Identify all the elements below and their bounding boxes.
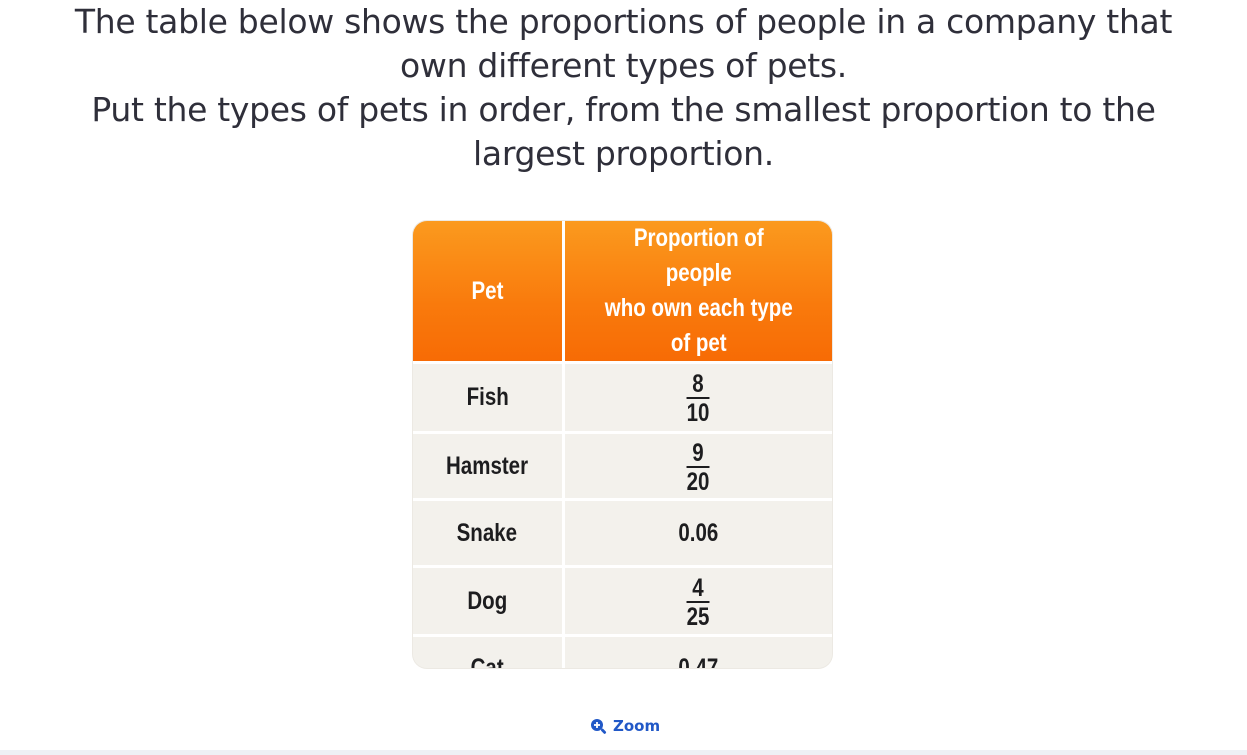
- question-text: The table below shows the proportions of…: [0, 0, 1247, 176]
- table-row: Dog 4 25: [413, 565, 832, 636]
- pets-table-image: Pet Proportion of people who own each ty…: [413, 221, 832, 668]
- zoom-button[interactable]: Zoom: [590, 715, 660, 737]
- fraction: 9 20: [686, 438, 710, 496]
- fraction-bar: [686, 397, 710, 399]
- fraction: 8 10: [686, 370, 710, 427]
- question-line: The table below shows the proportions of…: [74, 2, 1173, 41]
- fraction: 4 25: [686, 573, 710, 631]
- numerator: 4: [692, 573, 704, 602]
- fraction-bar: [686, 600, 710, 603]
- proportion-cell: 0.47: [561, 634, 832, 668]
- numerator: 8: [692, 370, 704, 398]
- proportion-cell: 8 10: [561, 361, 832, 433]
- header-proportion: Proportion of people who own each type o…: [561, 221, 832, 363]
- zoom-label: Zoom: [613, 717, 661, 735]
- pets-table: Pet Proportion of people who own each ty…: [413, 221, 832, 668]
- proportion-cell: 0.06: [561, 498, 832, 567]
- bottom-divider: [0, 750, 1247, 755]
- pet-name-cell: Snake: [413, 498, 563, 567]
- proportion-cell: 9 20: [561, 431, 832, 500]
- pet-name-cell: Hamster: [413, 431, 563, 500]
- zoom-in-icon: [590, 718, 607, 735]
- denominator: 10: [686, 399, 710, 427]
- denominator: 25: [686, 602, 710, 631]
- pet-name-cell: Cat: [413, 634, 563, 668]
- question-line: own different types of pets.: [400, 46, 847, 85]
- denominator: 20: [686, 467, 710, 496]
- proportion-cell: 4 25: [561, 565, 832, 636]
- table-row: Hamster 9 20: [413, 431, 832, 500]
- pet-name-cell: Dog: [413, 565, 563, 636]
- pet-name-cell: Fish: [413, 361, 563, 433]
- table-row: Snake 0.06: [413, 498, 832, 567]
- table-row: Fish 8 10: [413, 361, 832, 433]
- table-row: Cat 0.47: [413, 634, 832, 668]
- question-line: Put the types of pets in order, from the…: [91, 90, 1156, 129]
- question-line: largest proportion.: [473, 134, 774, 173]
- fraction-bar: [686, 465, 710, 468]
- header-pet: Pet: [413, 221, 563, 363]
- numerator: 9: [692, 438, 704, 467]
